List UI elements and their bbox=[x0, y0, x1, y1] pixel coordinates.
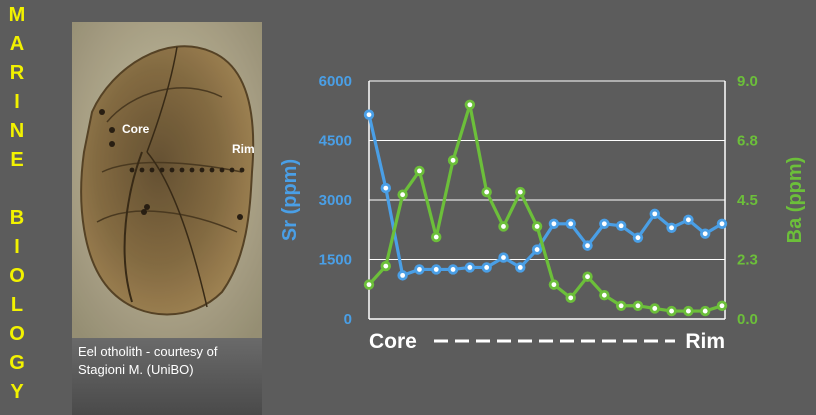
ba-data-point-center bbox=[383, 263, 389, 269]
sr-data-point-center bbox=[383, 185, 389, 191]
sr-data-point-center bbox=[669, 225, 674, 231]
ba-data-point-center bbox=[669, 308, 674, 314]
sr-data-point-center bbox=[484, 265, 490, 270]
ba-data-point-center bbox=[501, 224, 506, 229]
sr-data-point-center bbox=[585, 243, 590, 249]
sr-data-point-center bbox=[366, 112, 372, 118]
sr-data-point-center bbox=[568, 221, 574, 227]
ba-data-point-center bbox=[551, 282, 557, 288]
y-right-tick-label: 4.5 bbox=[737, 192, 758, 209]
sr-data-point-center bbox=[417, 267, 422, 272]
ba-data-point-center bbox=[433, 234, 439, 240]
ba-data-point-center bbox=[450, 157, 456, 163]
ba-data-point-center bbox=[585, 274, 590, 280]
side-title-letter: G bbox=[9, 352, 25, 374]
x-label-rim: Rim bbox=[685, 330, 725, 353]
otolith-image bbox=[72, 22, 262, 340]
side-title-letter: O bbox=[9, 323, 25, 345]
sr-data-point-center bbox=[450, 267, 456, 272]
y-left-tick-label: 4500 bbox=[319, 133, 352, 150]
x-label-core: Core bbox=[369, 330, 417, 353]
ba-data-point-center bbox=[719, 303, 725, 309]
sr-data-point-center bbox=[400, 272, 406, 278]
photo-caption: Eel otholith - courtesy of Stagioni M. (… bbox=[78, 343, 268, 379]
y-right-axis-title: Ba (ppm) bbox=[784, 157, 806, 244]
ba-data-point-center bbox=[400, 192, 406, 198]
side-title-letter: A bbox=[9, 33, 25, 55]
side-title-letter: M bbox=[8, 4, 26, 26]
y-right-tick-label: 9.0 bbox=[737, 73, 758, 90]
side-title-letter: L bbox=[10, 294, 24, 316]
sr-data-point-center bbox=[702, 231, 708, 237]
y-right-tick-label: 2.3 bbox=[737, 252, 758, 269]
ba-data-point-center bbox=[601, 292, 607, 298]
y-left-axis-title: Sr (ppm) bbox=[279, 159, 301, 241]
side-title-letter: Y bbox=[10, 381, 24, 403]
sr-series-line bbox=[367, 114, 723, 277]
otolith-photo: Core Rim bbox=[72, 22, 262, 340]
y-left-tick-label: 6000 bbox=[319, 73, 352, 90]
ba-data-point-center bbox=[534, 224, 540, 229]
sr-data-point-center bbox=[517, 265, 523, 270]
sr-data-point-center bbox=[618, 223, 624, 229]
side-title-letter: R bbox=[9, 62, 25, 84]
sr-data-point-center bbox=[534, 247, 540, 252]
sr-data-point-center bbox=[719, 221, 725, 227]
ba-data-point-center bbox=[652, 306, 658, 311]
ba-data-point-center bbox=[618, 303, 624, 309]
y-right-tick-label: 0.0 bbox=[737, 311, 758, 328]
rim-label: Rim bbox=[232, 142, 255, 156]
side-title-letter: O bbox=[9, 265, 25, 287]
sr-data-point-center bbox=[551, 221, 557, 227]
ba-data-point-center bbox=[568, 295, 574, 301]
sr-data-point-center bbox=[433, 267, 439, 272]
ba-series-line bbox=[367, 103, 723, 313]
sr-data-point-center bbox=[601, 221, 607, 227]
sr-data-point-center bbox=[652, 211, 658, 217]
core-label: Core bbox=[122, 122, 150, 136]
side-title-letter: N bbox=[9, 120, 25, 142]
ba-data-point-center bbox=[366, 282, 372, 288]
caption-line-2: Stagioni M. (UniBO) bbox=[78, 362, 194, 377]
caption-background bbox=[72, 338, 262, 415]
ba-data-point-center bbox=[467, 102, 473, 108]
y-left-tick-label: 3000 bbox=[319, 192, 352, 209]
side-title-letter: I bbox=[14, 236, 20, 258]
ba-data-point-center bbox=[635, 303, 641, 309]
side-title-letter: E bbox=[10, 149, 24, 171]
ba-data-point-center bbox=[685, 308, 691, 314]
y-left-tick-label: 0 bbox=[344, 311, 352, 328]
side-title-letter: B bbox=[9, 207, 25, 229]
side-title-letter: I bbox=[14, 91, 20, 113]
y-left-tick-label: 1500 bbox=[319, 252, 352, 269]
ba-data-point-center bbox=[484, 189, 490, 195]
y-right-tick-label: 6.8 bbox=[737, 133, 758, 150]
ba-data-point-center bbox=[517, 189, 523, 195]
sr-data-point-center bbox=[685, 217, 691, 223]
caption-line-1: Eel otholith - courtesy of bbox=[78, 344, 218, 359]
sr-data-point-center bbox=[635, 235, 641, 241]
ba-data-point-center bbox=[417, 168, 422, 174]
ba-data-point-center bbox=[702, 308, 708, 314]
sr-data-point-center bbox=[467, 265, 473, 270]
sr-data-point-center bbox=[501, 255, 506, 260]
